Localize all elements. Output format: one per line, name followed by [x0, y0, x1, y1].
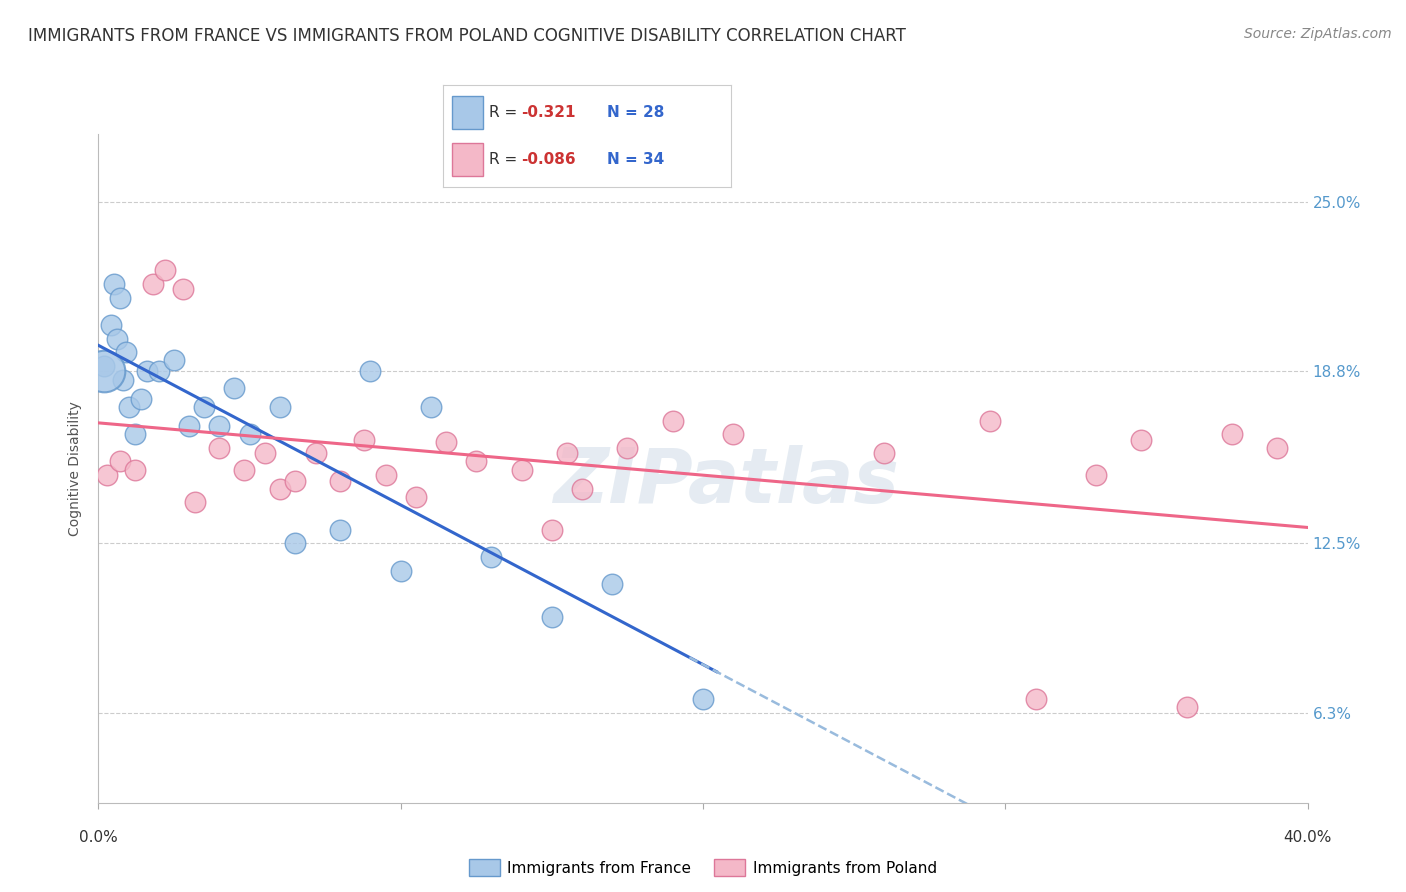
Point: [692, 692, 714, 706]
Point: [510, 463, 533, 477]
Point: [93, 359, 115, 373]
Text: 0.0%: 0.0%: [79, 830, 118, 845]
Point: [114, 345, 136, 359]
Point: [571, 482, 593, 496]
Point: [873, 446, 896, 460]
Point: [224, 381, 246, 395]
Point: [239, 427, 262, 442]
Point: [1130, 433, 1153, 447]
Point: [124, 427, 146, 442]
Point: [142, 277, 165, 291]
Point: [420, 400, 443, 414]
Point: [184, 495, 207, 509]
Point: [1024, 692, 1046, 706]
Point: [269, 482, 291, 496]
Point: [163, 353, 186, 368]
Point: [540, 523, 562, 537]
Point: [305, 446, 328, 460]
Point: [284, 474, 307, 488]
Y-axis label: Cognitive Disability: Cognitive Disability: [69, 401, 83, 536]
Point: [616, 441, 638, 455]
Point: [465, 454, 488, 468]
Point: [124, 463, 146, 477]
Point: [360, 364, 382, 378]
Point: [329, 523, 352, 537]
Point: [96, 468, 118, 483]
Point: [148, 364, 170, 378]
Point: [374, 468, 396, 483]
Text: Source: ZipAtlas.com: Source: ZipAtlas.com: [1244, 27, 1392, 41]
Text: R =: R =: [489, 105, 522, 120]
Text: ZIPatlas: ZIPatlas: [554, 445, 900, 518]
Point: [172, 282, 194, 296]
Point: [208, 419, 231, 434]
Point: [434, 435, 457, 450]
Point: [108, 454, 131, 468]
Text: -0.086: -0.086: [520, 153, 575, 167]
Text: N = 28: N = 28: [607, 105, 665, 120]
Point: [232, 463, 254, 477]
Point: [108, 291, 131, 305]
Point: [1267, 441, 1289, 455]
Point: [540, 610, 562, 624]
Text: N = 34: N = 34: [607, 153, 665, 167]
Point: [1220, 427, 1243, 442]
Point: [253, 446, 276, 460]
Point: [208, 441, 231, 455]
Text: -0.321: -0.321: [520, 105, 575, 120]
Point: [193, 400, 215, 414]
Point: [153, 263, 176, 277]
Point: [602, 577, 624, 591]
Point: [111, 373, 134, 387]
Point: [662, 413, 685, 427]
Text: IMMIGRANTS FROM FRANCE VS IMMIGRANTS FROM POLAND COGNITIVE DISABILITY CORRELATIO: IMMIGRANTS FROM FRANCE VS IMMIGRANTS FRO…: [28, 27, 905, 45]
Point: [129, 392, 152, 406]
Text: 40.0%: 40.0%: [1284, 830, 1331, 845]
Point: [979, 413, 1001, 427]
Point: [93, 364, 115, 378]
Point: [179, 419, 201, 434]
Point: [481, 549, 503, 564]
Legend: Immigrants from France, Immigrants from Poland: Immigrants from France, Immigrants from …: [463, 854, 943, 882]
Point: [1085, 468, 1108, 483]
Text: R =: R =: [489, 153, 522, 167]
Point: [105, 332, 128, 346]
Point: [353, 433, 375, 447]
Point: [284, 536, 307, 550]
Point: [103, 277, 125, 291]
Point: [118, 400, 141, 414]
Point: [329, 474, 352, 488]
Point: [405, 490, 427, 504]
Point: [389, 564, 412, 578]
Bar: [451, 144, 484, 176]
Point: [1175, 700, 1198, 714]
Bar: [451, 96, 484, 128]
Point: [269, 400, 291, 414]
Point: [723, 427, 745, 442]
Point: [135, 364, 157, 378]
Point: [100, 318, 122, 332]
Point: [555, 446, 578, 460]
